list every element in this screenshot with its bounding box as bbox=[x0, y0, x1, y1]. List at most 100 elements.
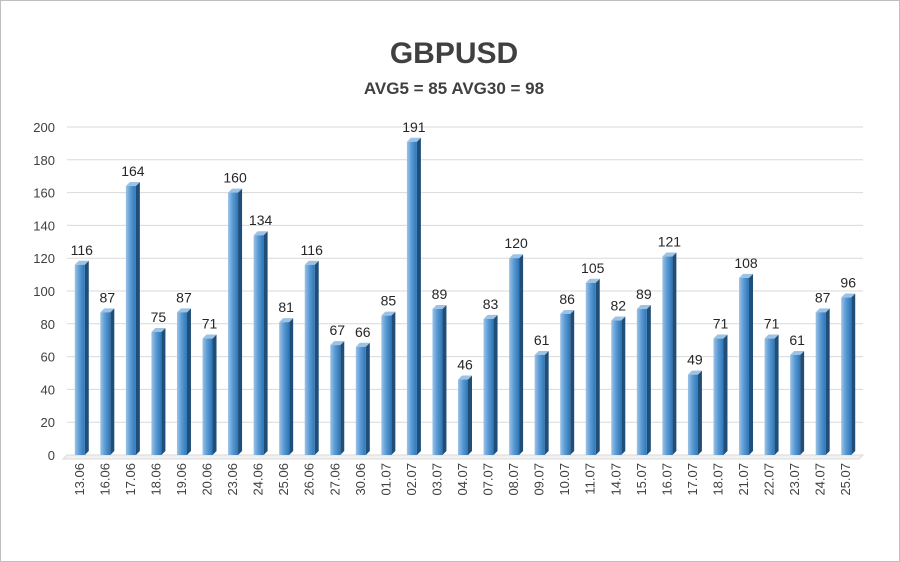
x-tick-label: 17.07 bbox=[685, 463, 700, 496]
data-label: 61 bbox=[789, 332, 805, 348]
y-tick-label: 60 bbox=[41, 350, 55, 365]
bar bbox=[534, 350, 549, 455]
data-label: 71 bbox=[713, 316, 729, 332]
y-tick-label: 200 bbox=[33, 120, 55, 135]
x-axis-labels: 13.06 16.06 17.06 18.06 19.06 20.06 23.06 24.06… bbox=[72, 463, 853, 496]
bar bbox=[151, 328, 166, 455]
x-tick-label: 26.06 bbox=[302, 463, 317, 496]
x-tick-label: 27.06 bbox=[327, 463, 342, 496]
data-label: 116 bbox=[71, 242, 94, 258]
data-label: 71 bbox=[764, 316, 780, 332]
data-label: 87 bbox=[100, 289, 116, 305]
x-tick-label: 19.06 bbox=[174, 463, 189, 496]
data-label: 71 bbox=[202, 316, 218, 332]
data-label: 87 bbox=[176, 289, 192, 305]
x-tick-label: 14.07 bbox=[608, 463, 623, 496]
data-label: 134 bbox=[249, 212, 273, 228]
y-tick-label: 160 bbox=[33, 186, 55, 201]
y-tick-label: 120 bbox=[33, 251, 55, 266]
x-tick-label: 16.07 bbox=[659, 463, 674, 496]
data-label: 86 bbox=[559, 291, 575, 307]
data-label: 66 bbox=[355, 324, 371, 340]
bar bbox=[764, 334, 779, 455]
bar bbox=[228, 188, 243, 455]
bar bbox=[253, 231, 268, 455]
bar bbox=[841, 293, 856, 455]
x-tick-label: 24.06 bbox=[251, 463, 266, 496]
x-tick-label: 11.07 bbox=[583, 463, 598, 495]
gridlines bbox=[61, 126, 865, 460]
x-tick-label: 02.07 bbox=[404, 463, 419, 496]
data-label: 82 bbox=[611, 298, 627, 314]
data-label: 87 bbox=[815, 289, 831, 305]
bar bbox=[713, 334, 728, 455]
bar bbox=[304, 260, 319, 455]
y-tick-label: 80 bbox=[41, 317, 55, 332]
chart-subtitle: AVG5 = 85 AVG30 = 98 bbox=[364, 79, 544, 98]
x-tick-label: 22.07 bbox=[762, 463, 777, 496]
x-tick-label: 15.07 bbox=[634, 463, 649, 496]
x-tick-label: 25.07 bbox=[838, 463, 853, 496]
bar bbox=[381, 311, 396, 455]
x-tick-label: 21.07 bbox=[736, 463, 751, 496]
bar bbox=[458, 375, 472, 455]
x-tick-label: 16.06 bbox=[97, 463, 112, 496]
x-tick-label: 24.07 bbox=[813, 463, 828, 496]
x-tick-label: 07.07 bbox=[481, 463, 496, 496]
data-label: 105 bbox=[581, 260, 605, 276]
bar bbox=[74, 260, 89, 455]
bar bbox=[100, 308, 115, 455]
x-tick-label: 23.07 bbox=[787, 463, 802, 496]
x-tick-label: 08.07 bbox=[506, 463, 521, 496]
data-label: 96 bbox=[840, 275, 856, 291]
data-label: 120 bbox=[504, 235, 528, 251]
bar bbox=[202, 334, 217, 455]
data-label: 75 bbox=[151, 309, 167, 325]
bar bbox=[611, 316, 626, 455]
x-tick-label: 18.06 bbox=[148, 463, 163, 496]
data-label: 89 bbox=[432, 286, 448, 302]
y-tick-label: 140 bbox=[33, 218, 55, 233]
bar bbox=[509, 254, 524, 455]
y-tick-label: 20 bbox=[41, 415, 55, 430]
x-tick-label: 09.07 bbox=[532, 463, 547, 496]
x-tick-label: 18.07 bbox=[710, 463, 725, 496]
data-label: 81 bbox=[278, 299, 294, 315]
data-label: 46 bbox=[457, 357, 473, 373]
x-tick-label: 01.07 bbox=[378, 463, 393, 496]
bar bbox=[330, 341, 345, 455]
bar bbox=[279, 318, 294, 455]
data-label: 191 bbox=[402, 119, 426, 135]
x-tick-label: 03.07 bbox=[429, 463, 444, 496]
bar bbox=[790, 350, 805, 455]
x-tick-label: 23.06 bbox=[225, 463, 240, 496]
chart-title: GBPUSD bbox=[390, 37, 518, 70]
bars bbox=[74, 137, 856, 456]
data-label: 116 bbox=[301, 242, 324, 258]
bar bbox=[815, 308, 830, 455]
bar bbox=[432, 305, 447, 455]
chart-floor bbox=[61, 454, 865, 460]
bar bbox=[406, 137, 421, 455]
x-tick-label: 04.07 bbox=[455, 463, 470, 496]
bar bbox=[662, 252, 677, 455]
data-label: 89 bbox=[636, 286, 652, 302]
bar bbox=[687, 370, 702, 455]
y-tick-label: 0 bbox=[48, 448, 55, 463]
data-label: 160 bbox=[223, 170, 247, 186]
data-label: 83 bbox=[483, 296, 499, 312]
bar bbox=[125, 182, 140, 456]
x-tick-label: 13.06 bbox=[72, 463, 87, 496]
x-tick-label: 10.07 bbox=[557, 463, 572, 496]
bar bbox=[739, 273, 754, 455]
x-tick-label: 17.06 bbox=[123, 463, 138, 496]
y-tick-label: 100 bbox=[33, 284, 55, 299]
y-tick-label: 40 bbox=[41, 382, 55, 397]
data-label: 61 bbox=[534, 332, 550, 348]
data-label: 85 bbox=[381, 293, 397, 309]
bar bbox=[585, 278, 600, 455]
bar bbox=[636, 305, 651, 455]
y-axis: 0 20 40 60 80 100 120 140 160 180 200 bbox=[33, 120, 55, 463]
